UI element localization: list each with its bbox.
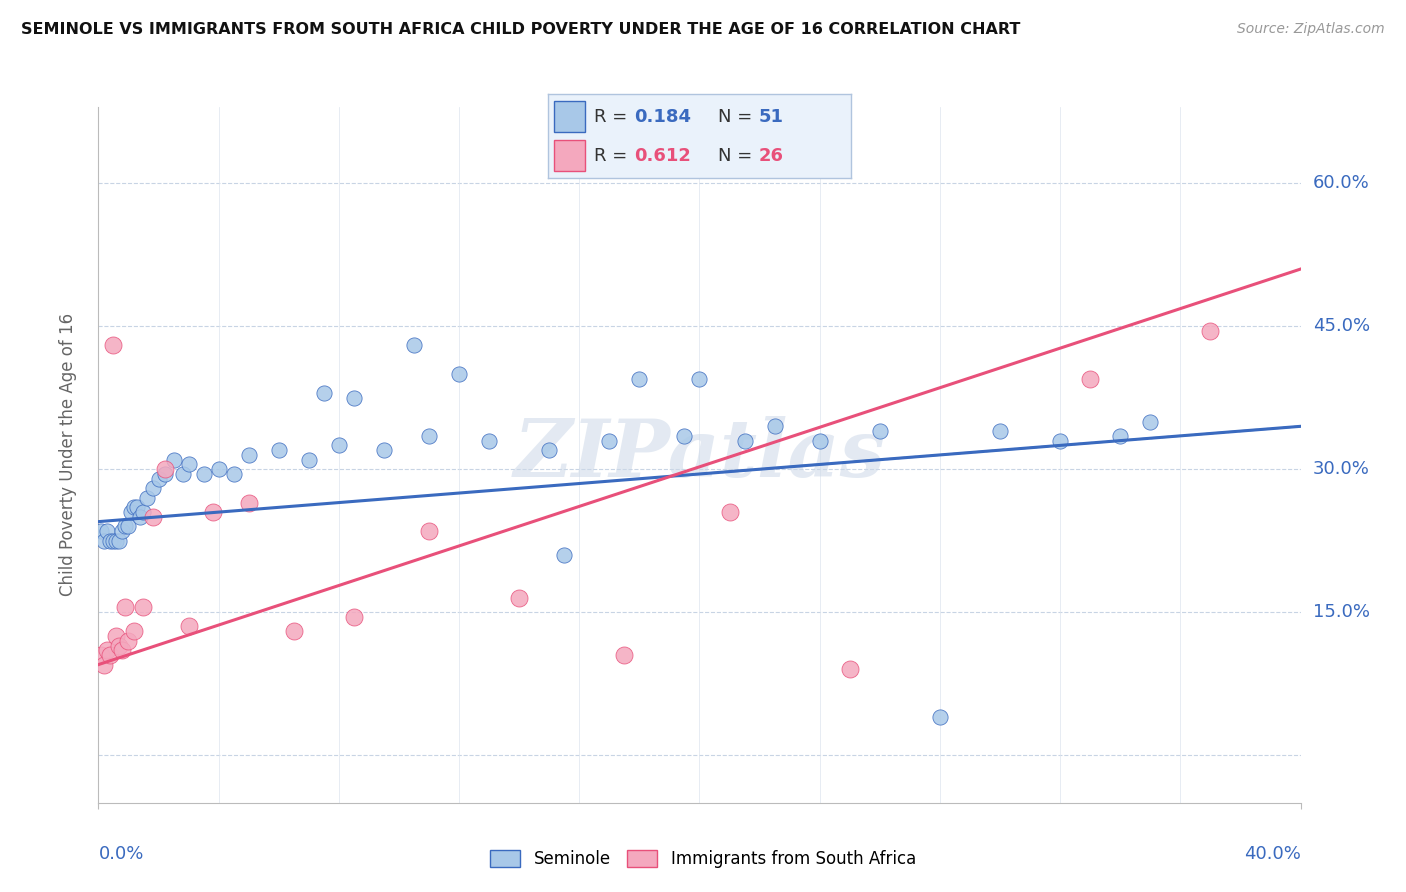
Point <box>328 438 350 452</box>
Point <box>447 367 470 381</box>
Text: R =: R = <box>593 146 633 164</box>
Point <box>763 419 786 434</box>
Point <box>153 467 176 481</box>
Point <box>238 448 260 462</box>
Point <box>141 509 163 524</box>
Point <box>838 662 860 676</box>
Point <box>1109 429 1132 443</box>
Point <box>121 505 143 519</box>
Point <box>298 452 321 467</box>
Point <box>111 524 134 538</box>
Point <box>508 591 530 605</box>
Point <box>1049 434 1071 448</box>
Point <box>105 629 128 643</box>
Point <box>628 372 651 386</box>
Point <box>177 619 200 633</box>
Text: 0.184: 0.184 <box>634 108 692 126</box>
Point <box>132 505 155 519</box>
Point <box>172 467 194 481</box>
Text: ZIPatlas: ZIPatlas <box>513 417 886 493</box>
Point <box>177 458 200 472</box>
Point <box>96 524 118 538</box>
Point <box>418 429 440 443</box>
Point <box>117 519 139 533</box>
Point <box>141 481 163 495</box>
Point <box>103 338 125 352</box>
Point <box>734 434 756 448</box>
Point <box>1199 324 1222 338</box>
Point <box>553 548 575 562</box>
Y-axis label: Child Poverty Under the Age of 16: Child Poverty Under the Age of 16 <box>59 313 77 597</box>
Point <box>153 462 176 476</box>
Point <box>132 600 155 615</box>
Point <box>869 424 891 438</box>
Point <box>129 509 152 524</box>
Point <box>100 648 122 662</box>
Point <box>162 452 184 467</box>
Point <box>93 533 115 548</box>
Point <box>267 443 290 458</box>
Text: N =: N = <box>717 108 758 126</box>
Point <box>222 467 245 481</box>
Point <box>538 443 561 458</box>
Point <box>402 338 425 352</box>
Point <box>135 491 157 505</box>
Point <box>114 600 136 615</box>
Point <box>108 639 131 653</box>
Text: SEMINOLE VS IMMIGRANTS FROM SOUTH AFRICA CHILD POVERTY UNDER THE AGE OF 16 CORRE: SEMINOLE VS IMMIGRANTS FROM SOUTH AFRICA… <box>21 22 1021 37</box>
Text: 26: 26 <box>758 146 783 164</box>
Point <box>208 462 231 476</box>
Point <box>238 495 260 509</box>
Point <box>111 643 134 657</box>
Point <box>100 533 122 548</box>
Point <box>117 633 139 648</box>
Text: 60.0%: 60.0% <box>1313 174 1369 193</box>
Point <box>283 624 305 639</box>
Point <box>193 467 215 481</box>
Point <box>1078 372 1101 386</box>
Point <box>114 519 136 533</box>
Text: 45.0%: 45.0% <box>1313 318 1369 335</box>
Point <box>90 524 112 538</box>
Point <box>929 710 952 724</box>
Text: R =: R = <box>593 108 633 126</box>
Text: 0.612: 0.612 <box>634 146 692 164</box>
Point <box>96 643 118 657</box>
Text: N =: N = <box>717 146 758 164</box>
Point <box>148 472 170 486</box>
Point <box>90 648 112 662</box>
Point <box>108 533 131 548</box>
Point <box>343 610 366 624</box>
Point <box>343 391 366 405</box>
Point <box>103 533 125 548</box>
Bar <box>554 102 585 132</box>
Point <box>373 443 395 458</box>
Point <box>688 372 710 386</box>
Point <box>312 386 335 401</box>
Point <box>598 434 620 448</box>
Text: 40.0%: 40.0% <box>1244 845 1301 863</box>
Point <box>127 500 149 515</box>
Point <box>988 424 1011 438</box>
Text: 30.0%: 30.0% <box>1313 460 1369 478</box>
Point <box>418 524 440 538</box>
Text: 0.0%: 0.0% <box>98 845 143 863</box>
Point <box>201 505 224 519</box>
Text: 51: 51 <box>758 108 783 126</box>
Text: Source: ZipAtlas.com: Source: ZipAtlas.com <box>1237 22 1385 37</box>
Point <box>808 434 831 448</box>
Point <box>124 624 146 639</box>
Point <box>93 657 115 672</box>
Point <box>718 505 741 519</box>
Point <box>613 648 636 662</box>
Bar <box>554 140 585 170</box>
Point <box>1139 415 1161 429</box>
Legend: Seminole, Immigrants from South Africa: Seminole, Immigrants from South Africa <box>484 843 922 875</box>
Text: 15.0%: 15.0% <box>1313 603 1369 621</box>
Point <box>673 429 696 443</box>
Point <box>478 434 501 448</box>
Point <box>105 533 128 548</box>
Point <box>124 500 146 515</box>
